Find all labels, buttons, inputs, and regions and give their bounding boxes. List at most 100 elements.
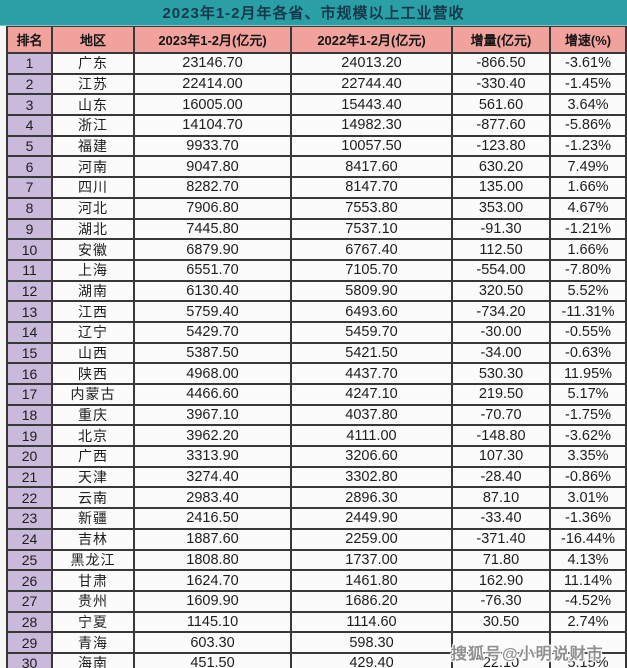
value-2022-cell: 1686.20 <box>292 591 453 613</box>
region-cell: 新疆 <box>53 509 135 530</box>
rank-cell: 30 <box>8 653 53 668</box>
value-2022-cell: 8417.60 <box>292 157 453 179</box>
region-cell: 河北 <box>53 198 135 220</box>
delta-cell: 71.80 <box>453 550 551 572</box>
region-cell: 广西 <box>53 447 135 468</box>
growth-cell: -1.45% <box>551 74 627 96</box>
value-2023-cell: 1145.10 <box>135 612 292 634</box>
table-row: 3 山东 16005.00 15443.40 561.60 3.64% <box>8 95 627 117</box>
table-row: 22 云南 2983.40 2896.30 87.10 3.01% <box>8 488 627 510</box>
table-header-row: 排名 地区 2023年1-2月(亿元) 2022年1-2月(亿元) 增量(亿元)… <box>8 26 627 54</box>
value-2023-cell: 451.50 <box>135 653 292 668</box>
value-2023-cell: 9933.70 <box>135 136 292 158</box>
region-cell: 山东 <box>53 95 135 117</box>
rank-cell: 26 <box>8 571 53 592</box>
growth-cell: -0.86% <box>551 467 627 489</box>
table-row: 24 吉林 1887.60 2259.00 -371.40 -16.44% <box>8 529 627 551</box>
rank-cell: 17 <box>8 385 53 406</box>
delta-cell: -76.30 <box>453 591 551 613</box>
rank-cell: 8 <box>8 198 53 220</box>
growth-cell: -1.23% <box>551 136 627 158</box>
value-2023-cell: 4968.00 <box>135 364 292 385</box>
growth-cell: 5.15% <box>551 653 627 668</box>
value-2023-cell: 23146.70 <box>135 54 292 75</box>
value-2022-cell: 4111.00 <box>292 426 453 448</box>
rank-cell: 29 <box>8 633 53 654</box>
rank-cell: 16 <box>8 364 53 385</box>
table-row: 26 甘肃 1624.70 1461.80 162.90 11.14% <box>8 571 627 592</box>
value-2022-cell: 2449.90 <box>292 509 453 530</box>
rank-cell: 14 <box>8 322 53 344</box>
value-2023-cell: 5759.40 <box>135 302 292 323</box>
table-row: 29 青海 603.30 598.30 <box>8 633 627 654</box>
region-cell: 河南 <box>53 157 135 179</box>
table-row: 16 陕西 4968.00 4437.70 530.30 11.95% <box>8 364 627 385</box>
region-cell: 湖南 <box>53 281 135 303</box>
growth-cell: 4.13% <box>551 550 627 572</box>
table-row: 30 海南 451.50 429.40 22.10 5.15% <box>8 653 627 668</box>
delta-cell: -33.40 <box>453 509 551 530</box>
table-row: 9 湖北 7445.80 7537.10 -91.30 -1.21% <box>8 219 627 241</box>
rank-cell: 20 <box>8 447 53 468</box>
value-2022-cell: 4437.70 <box>292 364 453 385</box>
table-row: 27 贵州 1609.90 1686.20 -76.30 -4.52% <box>8 591 627 613</box>
value-2023-cell: 6551.70 <box>135 260 292 282</box>
value-2022-cell: 2259.00 <box>292 529 453 551</box>
rank-cell: 22 <box>8 488 53 510</box>
rank-cell: 21 <box>8 467 53 489</box>
growth-cell: 3.01% <box>551 488 627 510</box>
value-2022-cell: 1737.00 <box>292 550 453 572</box>
table-row: 12 湖南 6130.40 5809.90 320.50 5.52% <box>8 281 627 303</box>
region-cell: 山西 <box>53 343 135 365</box>
rank-cell: 24 <box>8 529 53 551</box>
rank-cell: 10 <box>8 240 53 261</box>
delta-cell: -34.00 <box>453 343 551 365</box>
delta-cell: 30.50 <box>453 612 551 634</box>
table-row: 1 广东 23146.70 24013.20 -866.50 -3.61% <box>8 54 627 75</box>
value-2023-cell: 603.30 <box>135 633 292 654</box>
region-cell: 云南 <box>53 488 135 510</box>
column-header-2023: 2023年1-2月(亿元) <box>135 27 292 54</box>
region-cell: 四川 <box>53 178 135 199</box>
value-2022-cell: 15443.40 <box>292 95 453 117</box>
table-row: 5 福建 9933.70 10057.50 -123.80 -1.23% <box>8 136 627 158</box>
value-2022-cell: 7553.80 <box>292 198 453 220</box>
delta-cell: -734.20 <box>453 302 551 323</box>
value-2022-cell: 429.40 <box>292 653 453 668</box>
rank-cell: 13 <box>8 302 53 323</box>
delta-cell: -371.40 <box>453 529 551 551</box>
table-row: 18 重庆 3967.10 4037.80 -70.70 -1.75% <box>8 405 627 427</box>
delta-cell: -330.40 <box>453 74 551 96</box>
column-header-2022: 2022年1-2月(亿元) <box>292 27 453 54</box>
growth-cell: 5.52% <box>551 281 627 303</box>
delta-cell: 530.30 <box>453 364 551 385</box>
region-cell: 贵州 <box>53 591 135 613</box>
delta-cell: -877.60 <box>453 116 551 137</box>
value-2022-cell: 10057.50 <box>292 136 453 158</box>
growth-cell: -1.36% <box>551 509 627 530</box>
column-header-rank: 排名 <box>8 27 53 54</box>
value-2023-cell: 6879.90 <box>135 240 292 261</box>
growth-cell: -1.75% <box>551 405 627 427</box>
delta-cell: 561.60 <box>453 95 551 117</box>
rank-cell: 23 <box>8 509 53 530</box>
delta-cell: -123.80 <box>453 136 551 158</box>
value-2022-cell: 7105.70 <box>292 260 453 282</box>
value-2022-cell: 5809.90 <box>292 281 453 303</box>
value-2022-cell: 5421.50 <box>292 343 453 365</box>
data-table: 排名 地区 2023年1-2月(亿元) 2022年1-2月(亿元) 增量(亿元)… <box>6 26 627 668</box>
growth-cell: -16.44% <box>551 529 627 551</box>
rank-cell: 3 <box>8 95 53 117</box>
rank-cell: 12 <box>8 281 53 303</box>
delta-cell <box>453 633 551 654</box>
table-row: 21 天津 3274.40 3302.80 -28.40 -0.86% <box>8 467 627 489</box>
growth-cell: 3.35% <box>551 447 627 468</box>
region-cell: 湖北 <box>53 219 135 241</box>
delta-cell: 219.50 <box>453 385 551 406</box>
region-cell: 陕西 <box>53 364 135 385</box>
delta-cell: 320.50 <box>453 281 551 303</box>
growth-cell: 7.49% <box>551 157 627 179</box>
growth-cell: -0.63% <box>551 343 627 365</box>
table-row: 4 浙江 14104.70 14982.30 -877.60 -5.86% <box>8 116 627 137</box>
region-cell: 福建 <box>53 136 135 158</box>
